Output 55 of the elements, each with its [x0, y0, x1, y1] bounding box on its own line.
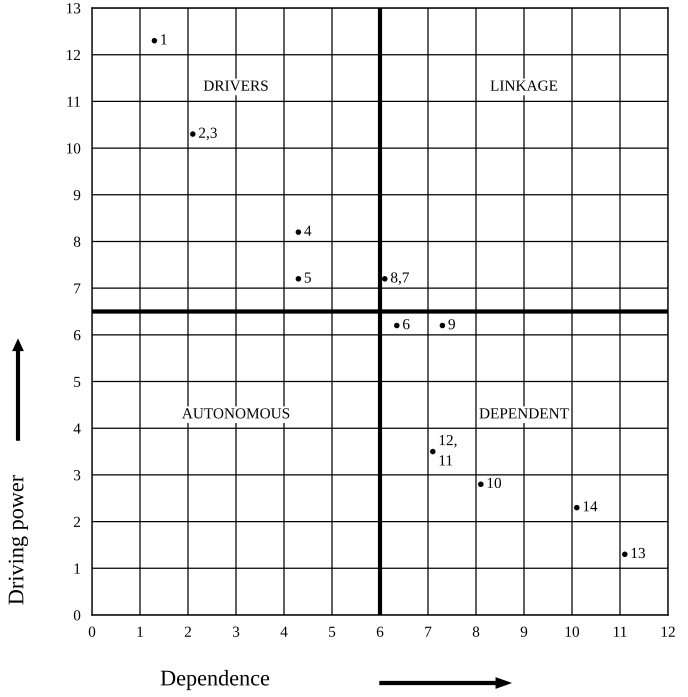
- annotation: 8,7: [390, 272, 410, 285]
- annotation: 6: [403, 319, 410, 330]
- x-tick-label: 6: [376, 626, 384, 637]
- x-tick-label: 4: [280, 626, 288, 637]
- annotation: 4: [304, 226, 312, 236]
- annotation: 12, 11: [440, 435, 456, 466]
- annotation: 2,3: [199, 128, 217, 140]
- annotation: 5: [304, 272, 311, 283]
- y-tick-label: 7: [74, 283, 80, 294]
- y-axis-title: Driving power: [8, 475, 28, 604]
- point: [382, 276, 388, 282]
- point: [394, 322, 400, 328]
- y-tick-label: 6: [74, 330, 80, 340]
- x-tick-label: 2: [184, 626, 191, 637]
- x-tick-label: 3: [232, 626, 240, 637]
- point: [190, 131, 196, 137]
- x-tick-label: 0: [88, 626, 96, 637]
- y-tick-label: 4: [74, 423, 81, 434]
- x-tick-label: 5: [329, 626, 336, 637]
- point: [430, 448, 436, 454]
- point: [478, 481, 484, 488]
- y-tick-label: 5: [74, 376, 80, 387]
- annotation: DEPENDENT: [479, 408, 569, 418]
- y-tick-label: 2: [74, 516, 80, 527]
- point: [622, 552, 628, 558]
- x-tick-label: 9: [520, 626, 528, 637]
- y-tick-label: 1: [74, 564, 80, 574]
- annotation: DRIVERS: [204, 80, 268, 91]
- point: [152, 38, 158, 44]
- point: [296, 276, 302, 282]
- x-tick-label: 7: [425, 626, 432, 637]
- y-tick-label: 8: [74, 236, 80, 247]
- point: [296, 229, 302, 235]
- x-tick-label: 1: [138, 626, 143, 637]
- annotation: 10: [488, 478, 502, 488]
- point: [440, 322, 446, 328]
- annotation: LINKAGE: [490, 80, 558, 91]
- annotation: 14: [584, 501, 598, 512]
- y-tick-label: 0: [74, 610, 80, 620]
- y-tick-label: 12: [66, 50, 80, 60]
- y-tick-label: 13: [66, 3, 80, 14]
- y-tick-label: 3: [74, 470, 80, 480]
- x-tick-label: 8: [472, 626, 480, 637]
- x-tick-label: 10: [566, 626, 580, 637]
- annotation: AUTONOMOUS: [182, 408, 290, 419]
- point: [574, 504, 580, 510]
- x-tick-label: 12: [662, 626, 675, 637]
- x-tick-label: 11: [614, 626, 626, 637]
- annotation: 13: [632, 548, 646, 558]
- annotation: 9: [448, 319, 455, 330]
- y-tick-label: 9: [74, 190, 80, 200]
- x-axis-title: Dependence: [160, 670, 270, 690]
- y-tick-label: 10: [66, 143, 80, 154]
- y-tick-label: 11: [68, 96, 80, 107]
- annotation: 1: [161, 34, 167, 44]
